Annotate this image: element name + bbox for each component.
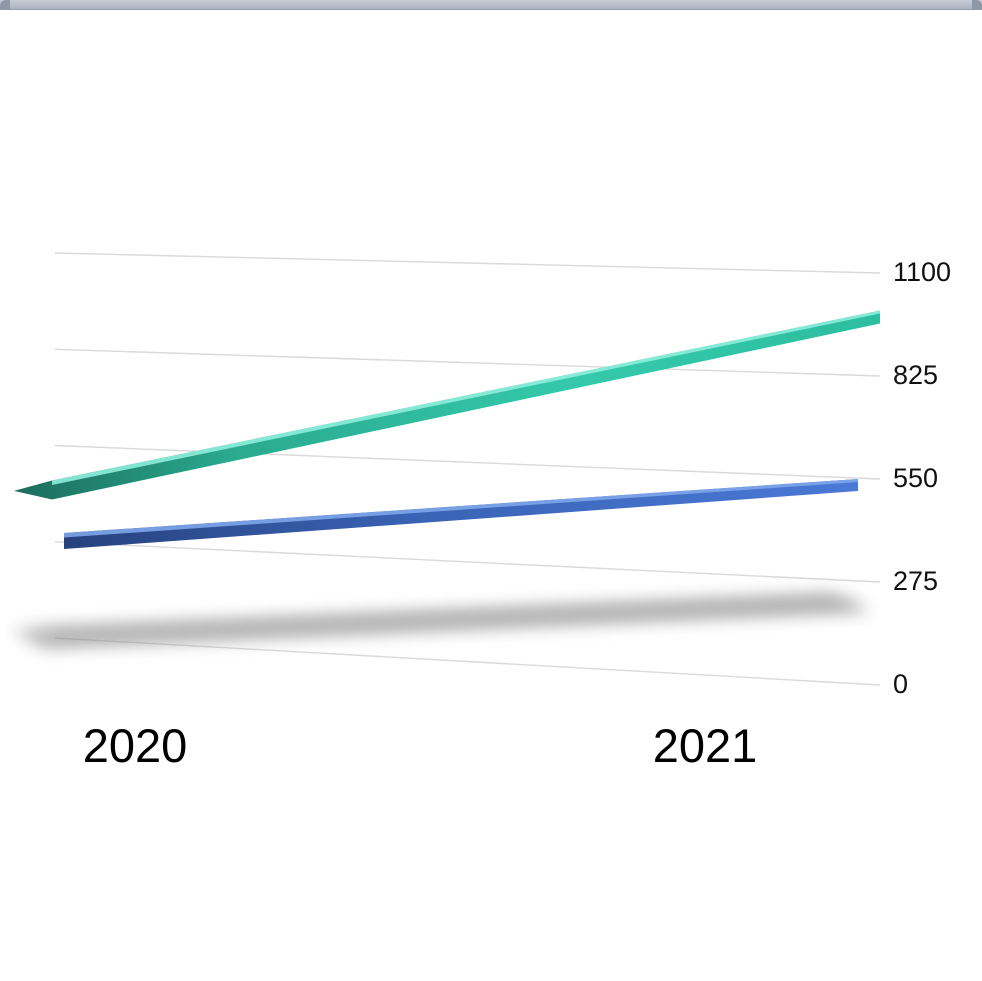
gridline: [54, 348, 881, 377]
series-ribbon-highlight: [52, 310, 880, 485]
gridline: [54, 444, 881, 480]
y-axis-tick-labels: 0 275 550 825 1100: [893, 257, 951, 699]
y-tick-label: 550: [893, 463, 938, 493]
y-tick-label: 825: [893, 360, 938, 390]
data-ribbons: [14, 310, 880, 549]
gridlines: [54, 252, 881, 686]
y-tick-label: 0: [893, 669, 908, 699]
gridline: [54, 252, 881, 274]
y-tick-label: 1100: [893, 257, 951, 287]
gridline: [54, 637, 881, 686]
gridline: [54, 541, 881, 583]
series-ribbon-highlight: [64, 479, 858, 538]
x-axis-label: 2021: [653, 719, 758, 772]
x-axis-category-labels: 2020 2021: [83, 719, 758, 772]
series-ribbon: [64, 479, 858, 549]
x-axis-label: 2020: [83, 719, 188, 772]
window-top-edge: [0, 0, 982, 10]
y-tick-label: 275: [893, 566, 938, 596]
floor-shadow: [12, 593, 872, 649]
floor-shadow-shape: [30, 596, 866, 640]
